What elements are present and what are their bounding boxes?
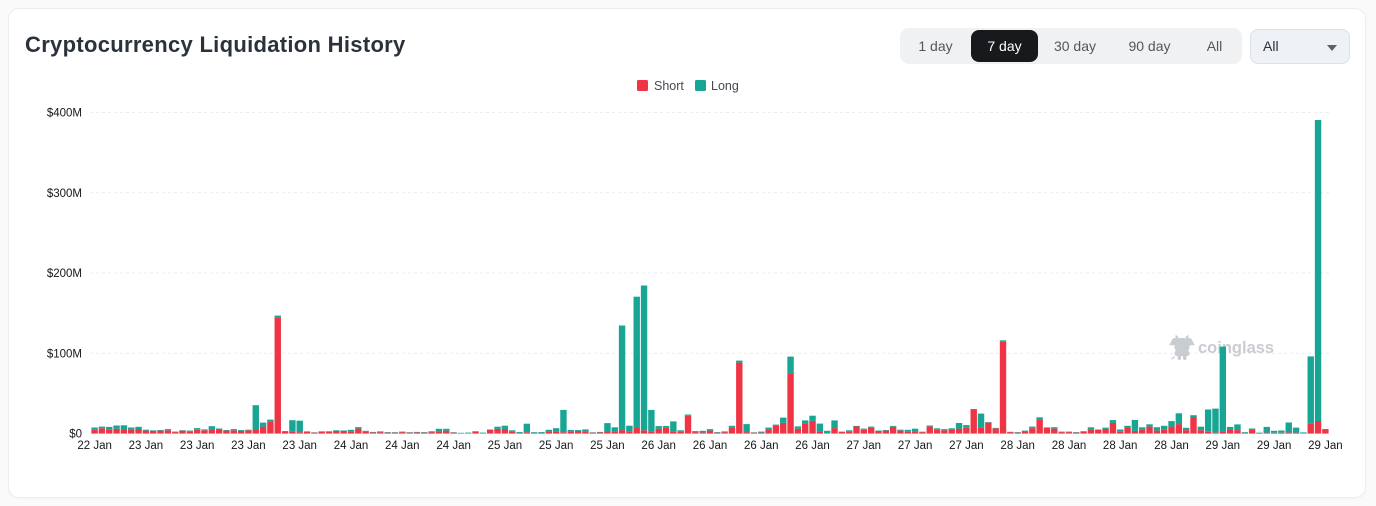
svg-text:26 Jan: 26 Jan (641, 440, 676, 452)
svg-text:24 Jan: 24 Jan (334, 440, 369, 452)
svg-text:$400M: $400M (47, 108, 82, 120)
svg-text:24 Jan: 24 Jan (385, 440, 420, 452)
svg-text:26 Jan: 26 Jan (795, 440, 830, 452)
svg-text:$300M: $300M (47, 188, 82, 200)
svg-text:25 Jan: 25 Jan (488, 440, 523, 452)
svg-text:27 Jan: 27 Jan (949, 440, 984, 452)
svg-text:29 Jan: 29 Jan (1206, 440, 1241, 452)
svg-text:$200M: $200M (47, 268, 82, 280)
svg-text:27 Jan: 27 Jan (847, 440, 882, 452)
svg-text:26 Jan: 26 Jan (693, 440, 728, 452)
svg-text:23 Jan: 23 Jan (231, 440, 266, 452)
svg-text:24 Jan: 24 Jan (436, 440, 471, 452)
svg-text:28 Jan: 28 Jan (1103, 440, 1138, 452)
svg-text:23 Jan: 23 Jan (282, 440, 317, 452)
svg-text:28 Jan: 28 Jan (1154, 440, 1189, 452)
svg-text:$0: $0 (69, 429, 82, 441)
svg-text:23 Jan: 23 Jan (129, 440, 164, 452)
svg-text:25 Jan: 25 Jan (539, 440, 574, 452)
svg-text:29 Jan: 29 Jan (1257, 440, 1292, 452)
svg-text:27 Jan: 27 Jan (898, 440, 933, 452)
svg-text:26 Jan: 26 Jan (744, 440, 779, 452)
svg-text:coinglass: coinglass (1198, 339, 1274, 357)
svg-text:29 Jan: 29 Jan (1308, 440, 1343, 452)
svg-text:28 Jan: 28 Jan (1052, 440, 1087, 452)
svg-text:$100M: $100M (47, 348, 82, 360)
svg-text:22 Jan: 22 Jan (77, 440, 112, 452)
svg-text:28 Jan: 28 Jan (1000, 440, 1035, 452)
svg-text:25 Jan: 25 Jan (590, 440, 625, 452)
svg-text:23 Jan: 23 Jan (180, 440, 215, 452)
